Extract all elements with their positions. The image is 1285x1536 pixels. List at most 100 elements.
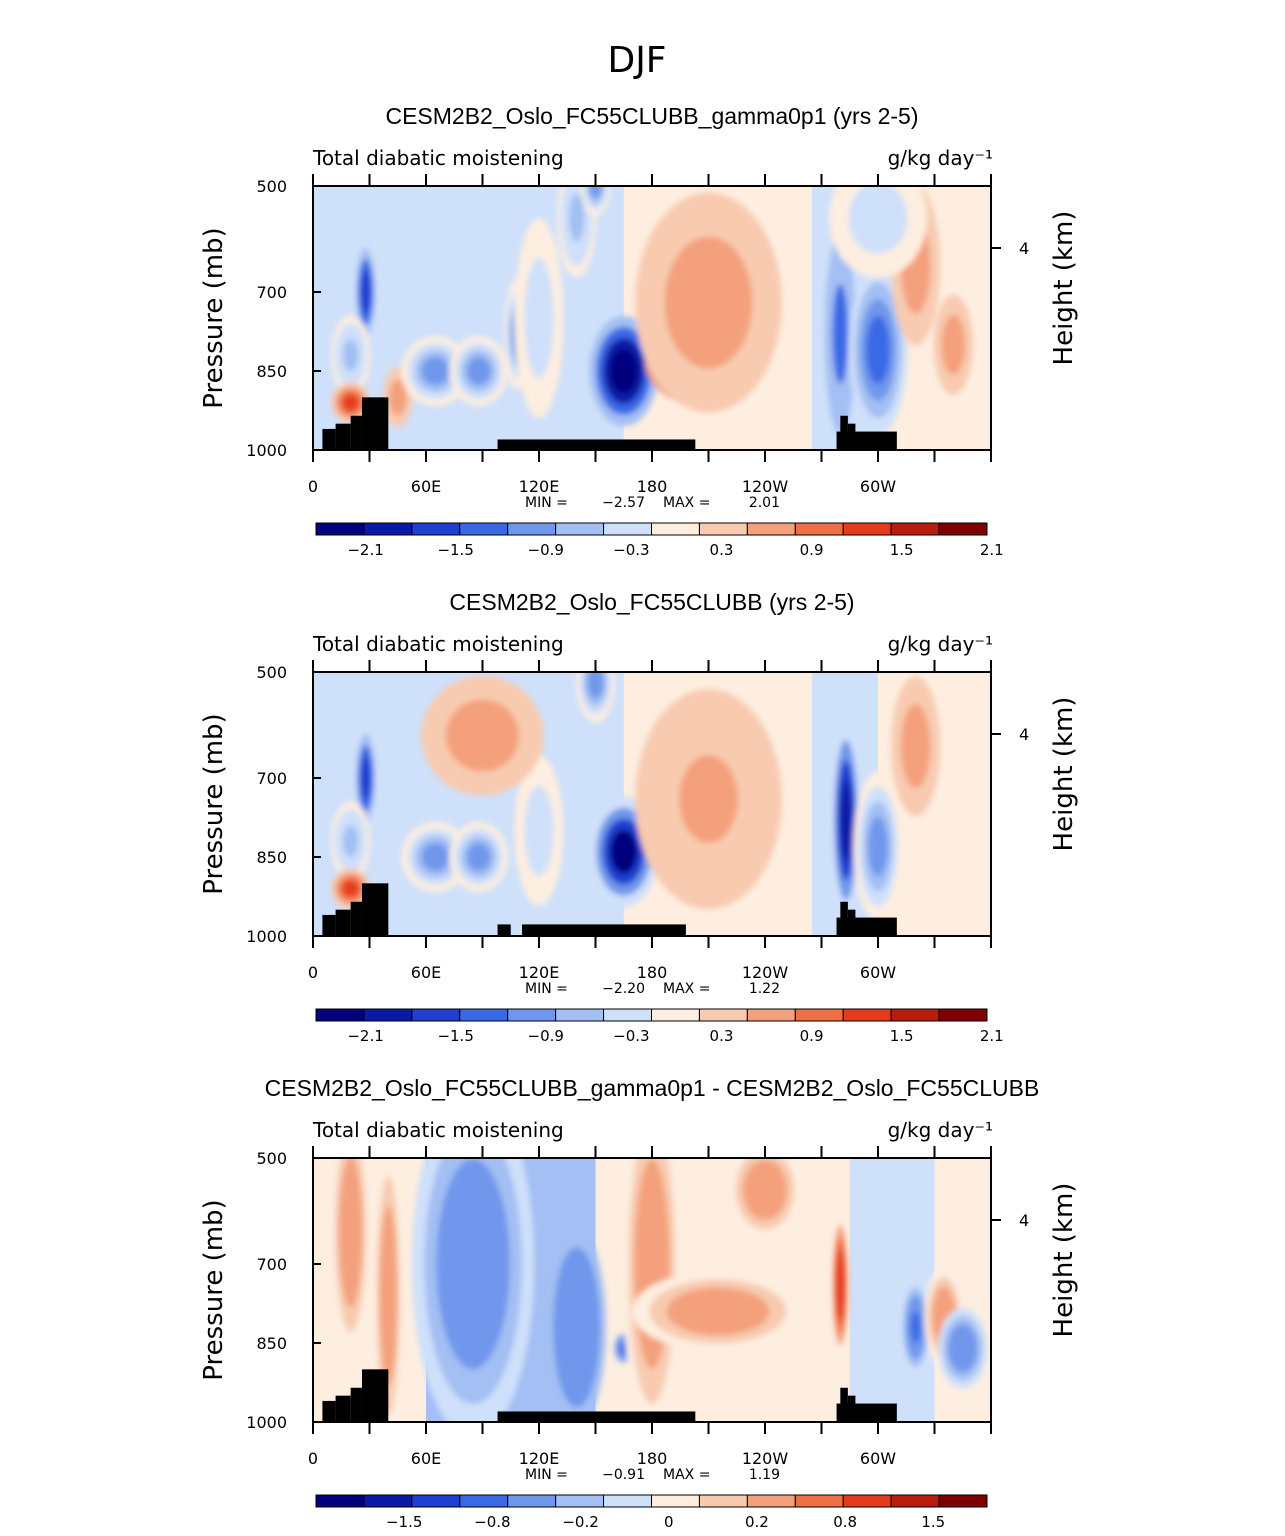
colorbar-swatch (842, 1494, 892, 1508)
contour-features (331, 186, 973, 450)
contour-band (360, 756, 371, 800)
colorbar-swatch (842, 522, 892, 536)
y2-axis-label: Height (km) (1049, 211, 1079, 366)
min-max-readout: MIN = −0.91 MAX = 1.19 (525, 1467, 780, 1483)
contour-band (529, 278, 549, 359)
colorbar-swatch (459, 1494, 509, 1508)
colorbar-swatch (794, 1494, 844, 1508)
min-max-readout: MIN = −2.20 MAX = 1.22 (525, 981, 780, 997)
colorbar-swatch (411, 1494, 461, 1508)
contour-band (421, 357, 450, 385)
topography (322, 1369, 897, 1422)
colorbar-label: −1.5 (386, 1513, 422, 1531)
heatmap-field (313, 1158, 991, 1422)
contour-band (342, 880, 359, 897)
left-string: Total diabatic moistening (312, 146, 564, 170)
max-value: 1.22 (749, 981, 780, 997)
colorbar-label: 2.1 (980, 1027, 1004, 1045)
colorbar-label: 2.1 (980, 541, 1004, 559)
units-label: g/kg day⁻¹ (888, 146, 993, 170)
colorbar: −2.1 −1.5 −0.9 −0.3 0.3 0.9 1.5 2.1 (315, 1008, 1004, 1045)
colorbar-swatch (698, 522, 748, 536)
x-tick-label: 0 (308, 1449, 318, 1468)
colorbar-swatch (698, 1008, 748, 1022)
topography-block (361, 1369, 389, 1422)
topography-block (840, 1387, 848, 1422)
x-tick-label: 120E (519, 477, 560, 496)
colorbar-swatch (507, 1008, 557, 1022)
colorbar-label: 0.8 (833, 1513, 857, 1531)
colorbar-label: 0.2 (745, 1513, 769, 1531)
contour-features (331, 1158, 988, 1422)
contour-band (679, 755, 738, 844)
left-string: Total diabatic moistening (312, 1118, 564, 1142)
x-tick-label: 60W (860, 963, 896, 982)
topography-block (847, 1395, 856, 1422)
colorbar-swatch (315, 1494, 365, 1508)
topography-block (322, 914, 336, 936)
heatmap-field (313, 186, 991, 450)
y-tick-label: 500 (256, 177, 287, 196)
x-tick-label: 0 (308, 963, 318, 982)
colorbar-swatch (315, 1008, 365, 1022)
contour-band (832, 284, 849, 385)
contour-band (587, 672, 604, 699)
colorbar-swatch (794, 522, 844, 536)
x-tick-label: 0 (308, 477, 318, 496)
x-tick-label: 120E (519, 1449, 560, 1468)
y2-axis: 4 (991, 1211, 1029, 1230)
y-tick-label: 700 (256, 769, 287, 788)
topography-block (522, 924, 686, 936)
colorbar-swatch (603, 1008, 652, 1022)
topography-block (350, 901, 362, 936)
min-value: −2.57 (602, 495, 645, 511)
topography-block (350, 415, 362, 450)
contour-band (683, 1295, 753, 1328)
colorbar-swatch (890, 522, 940, 536)
y2-axis: 4 (991, 239, 1029, 258)
contour-band (529, 800, 549, 861)
max-label: MAX = (663, 1467, 710, 1483)
y-tick-label: 700 (256, 283, 287, 302)
x-tick-label: 60E (411, 477, 441, 496)
colorbar-label: −0.3 (613, 541, 649, 559)
contour-band (458, 711, 507, 760)
min-value: −2.20 (602, 981, 645, 997)
y-axis: 500 700 850 1000 (246, 177, 321, 460)
x-axis: 0 60E 120E 180 120W 60W (308, 660, 992, 982)
colorbar-swatch (651, 1008, 700, 1022)
heatmap-field (313, 672, 991, 936)
colorbar-label: 0.3 (710, 1027, 734, 1045)
colorbar-label: −2.1 (347, 1027, 383, 1045)
units-label: g/kg day⁻¹ (888, 632, 993, 656)
min-label: MIN = (525, 495, 568, 511)
topography-block (840, 901, 848, 936)
y-axis: 500 700 850 1000 (246, 663, 321, 946)
contour-band (837, 1261, 844, 1310)
contour-band (905, 718, 926, 775)
topography-block (335, 909, 351, 936)
colorbar: −1.5 −0.8 −0.2 0 0.2 0.8 1.5 (315, 1494, 988, 1531)
colorbar-swatch (938, 1494, 988, 1508)
left-string: Total diabatic moistening (312, 632, 564, 656)
colorbar-swatch (938, 522, 988, 536)
colorbar-swatch (794, 1008, 844, 1022)
y2-axis: 4 (991, 725, 1029, 744)
contour-band (952, 1332, 973, 1365)
colorbar-swatch (603, 522, 652, 536)
contour-band (589, 186, 602, 198)
colorbar-label: −0.9 (528, 541, 564, 559)
colorbar-swatch (411, 522, 461, 536)
colorbar-swatch (363, 522, 413, 536)
panel-title: CESM2B2_Oslo_FC55CLUBB_gamma0p1 (yrs 2-5… (385, 103, 918, 129)
max-label: MAX = (663, 495, 710, 511)
topography-block (361, 883, 389, 936)
colorbar-label: −0.3 (613, 1027, 649, 1045)
colorbar-label: 1.5 (890, 541, 914, 559)
y2-axis-label: Height (km) (1049, 1183, 1079, 1338)
contour-band (868, 816, 888, 877)
colorbar-swatch (603, 1494, 652, 1508)
contour-band (448, 1194, 498, 1334)
contour-band (564, 1287, 589, 1368)
y-tick-label: 700 (256, 1255, 287, 1274)
